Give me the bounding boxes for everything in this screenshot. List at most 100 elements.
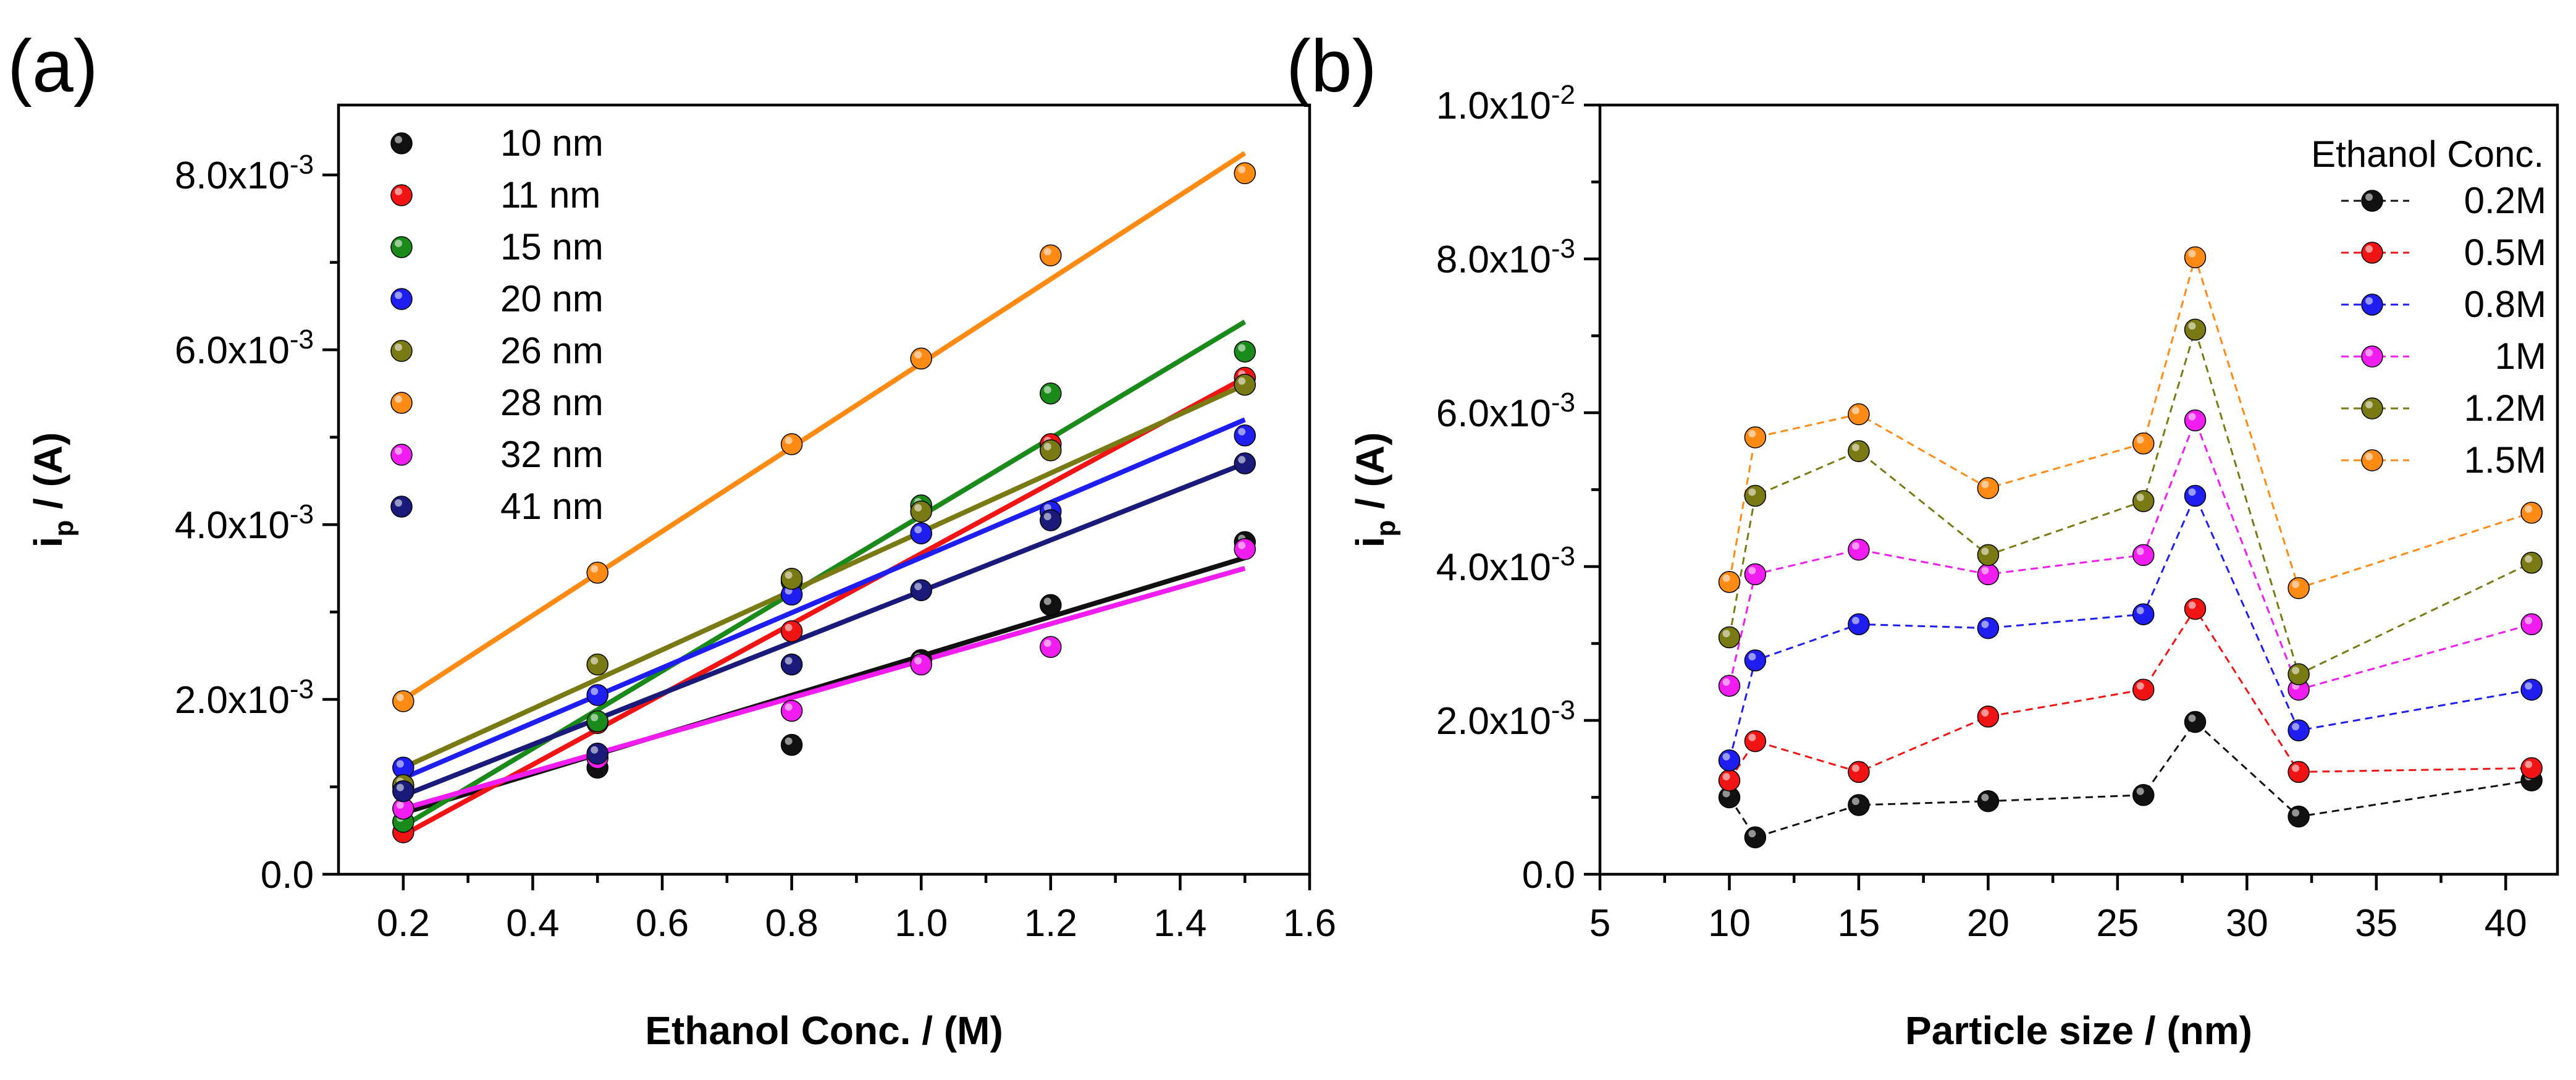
series-line bbox=[1728, 326, 2532, 676]
data-point bbox=[1977, 617, 2000, 639]
y-tick-label: 6.0x10-3 bbox=[1436, 387, 1575, 435]
data-point bbox=[2132, 678, 2155, 701]
x-tick-label: 25 bbox=[2096, 902, 2139, 945]
data-point bbox=[780, 733, 803, 756]
x-tick-label: 0.4 bbox=[506, 902, 559, 945]
panel-label: (a) bbox=[7, 25, 98, 108]
data-point bbox=[2132, 490, 2155, 512]
legend-marker bbox=[390, 236, 413, 258]
legend-label: 1M bbox=[2495, 335, 2546, 377]
data-point bbox=[2184, 318, 2207, 341]
data-point bbox=[586, 653, 608, 676]
data-point bbox=[780, 699, 803, 722]
legend-marker bbox=[390, 184, 413, 206]
x-tick-label: 5 bbox=[1589, 902, 1610, 945]
y-tick-label: 2.0x10-3 bbox=[1436, 695, 1575, 743]
data-point bbox=[1234, 340, 1256, 363]
legend-marker bbox=[390, 132, 413, 154]
x-tick-label: 20 bbox=[1967, 902, 2010, 945]
data-point bbox=[392, 780, 415, 803]
data-point bbox=[910, 500, 932, 523]
fit-line bbox=[402, 375, 1247, 837]
data-point bbox=[2184, 484, 2207, 507]
data-point bbox=[2184, 711, 2207, 733]
data-point bbox=[2184, 597, 2207, 620]
data-point bbox=[1744, 484, 1767, 507]
y-tick-label: 0.0 bbox=[1522, 854, 1575, 896]
data-point bbox=[780, 653, 803, 676]
data-point bbox=[1718, 675, 1741, 697]
data-point bbox=[392, 798, 415, 820]
plot-frame bbox=[337, 103, 1311, 876]
legend-marker bbox=[2361, 293, 2383, 316]
legend-marker bbox=[2361, 397, 2383, 420]
fit-line bbox=[402, 151, 1247, 702]
data-point bbox=[2520, 613, 2543, 636]
legend: 10 nm 11 nm 15 nm 20 nm 26 nm 28 nm 32 nm 41 nm bbox=[390, 122, 604, 527]
x-axis-title: Particle size / (nm) bbox=[1905, 1008, 2252, 1053]
series-line bbox=[1728, 720, 2532, 839]
data-point bbox=[1718, 626, 1741, 649]
x-tick-label: 30 bbox=[2226, 902, 2268, 945]
data-point bbox=[910, 347, 932, 370]
legend-label: 1.2M bbox=[2464, 387, 2546, 429]
data-point bbox=[1977, 563, 2000, 586]
x-tick-label: 35 bbox=[2355, 902, 2397, 945]
data-point bbox=[1744, 730, 1767, 753]
data-point bbox=[2520, 678, 2543, 701]
data-point bbox=[1040, 439, 1062, 462]
data-point bbox=[1040, 509, 1062, 531]
panel-label: (b) bbox=[1286, 25, 1377, 108]
x-tick-label: 1.4 bbox=[1153, 902, 1206, 945]
data-point bbox=[2520, 757, 2543, 779]
x-tick-label: 0.8 bbox=[765, 902, 818, 945]
legend-label: 11 nm bbox=[500, 174, 600, 216]
data-point bbox=[1040, 244, 1062, 267]
x-tick-label: 1.0 bbox=[894, 902, 948, 945]
data-point bbox=[1234, 538, 1256, 560]
data-point bbox=[1977, 706, 2000, 728]
data-point bbox=[586, 743, 608, 765]
data-point bbox=[1234, 452, 1256, 475]
data-point bbox=[1234, 162, 1256, 185]
legend-marker bbox=[2361, 345, 2383, 368]
data-point bbox=[910, 579, 932, 601]
y-tick-label: 8.0x10-3 bbox=[175, 150, 314, 197]
y-axis-title: ip / (A) bbox=[1348, 432, 1401, 548]
data-point bbox=[1234, 424, 1256, 447]
fit-line bbox=[402, 417, 1246, 781]
data-point bbox=[1040, 636, 1062, 658]
data-point bbox=[1744, 649, 1767, 672]
series-line bbox=[1728, 607, 2532, 781]
legend-label: 28 nm bbox=[500, 382, 604, 423]
data-point bbox=[2132, 784, 2155, 806]
data-point bbox=[2132, 432, 2155, 455]
data-point bbox=[2288, 719, 2310, 741]
legend: Ethanol Conc. 0.2M 0.5M 0.8M 1M 1.2M 1.5M bbox=[2311, 133, 2546, 481]
data-point bbox=[2520, 552, 2543, 574]
y-axis-title: ip / (A) bbox=[26, 432, 79, 548]
y-tick-label: 6.0x10-3 bbox=[175, 324, 314, 372]
data-point bbox=[1744, 826, 1767, 848]
data-point bbox=[1718, 571, 1741, 593]
x-tick-label: 10 bbox=[1708, 902, 1751, 945]
data-point bbox=[392, 756, 415, 779]
y-tick-label: 0.0 bbox=[261, 854, 314, 896]
data-point bbox=[2132, 544, 2155, 567]
legend-marker bbox=[390, 496, 413, 518]
data-point bbox=[910, 522, 932, 544]
legend-label: 32 nm bbox=[500, 434, 604, 475]
series-line bbox=[1728, 418, 2532, 691]
legend-label: 41 nm bbox=[500, 486, 604, 527]
data-point bbox=[1848, 794, 1870, 816]
legend-marker bbox=[390, 340, 413, 362]
legend-marker bbox=[390, 444, 413, 466]
data-point bbox=[1234, 373, 1256, 396]
data-point bbox=[1848, 761, 1870, 783]
legend-label: 15 nm bbox=[500, 226, 604, 268]
legend-label: 0.8M bbox=[2464, 284, 2546, 325]
data-point bbox=[780, 433, 803, 455]
chart-b: (b) 5 10 15 20 25 30 35 40 0.0 2.0x10-3 4.0x10-3 6.0… bbox=[1286, 25, 2559, 1053]
data-point bbox=[2288, 577, 2310, 599]
